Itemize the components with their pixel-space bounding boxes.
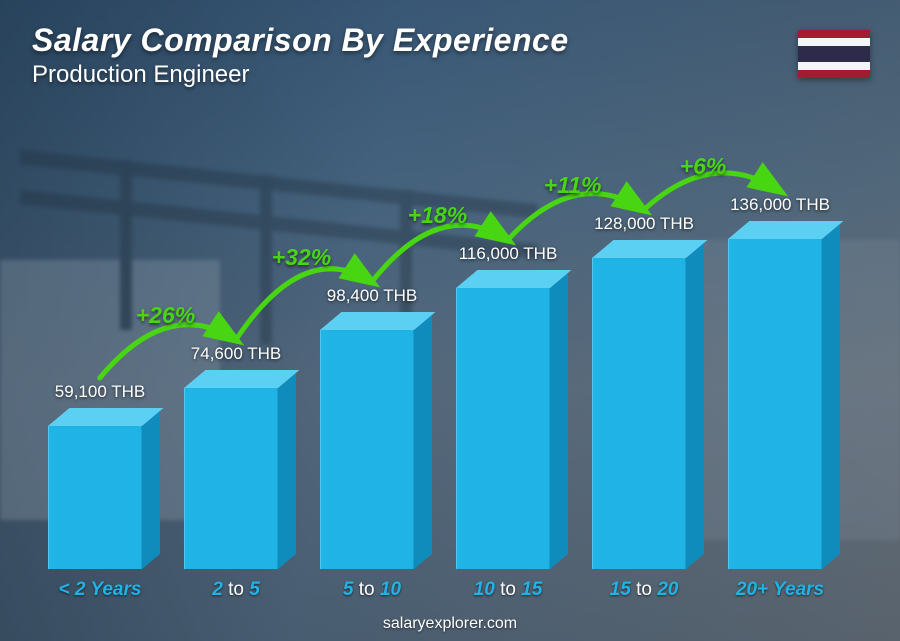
bar-side (822, 224, 840, 569)
growth-pct-label: +6% (680, 153, 727, 180)
bar-side (414, 315, 432, 569)
growth-pct-label: +18% (408, 202, 467, 229)
bar-front (48, 426, 142, 569)
bar (184, 388, 278, 569)
bar-front (184, 388, 278, 569)
bar-value-label: 128,000 THB (574, 214, 714, 234)
bar-side (142, 411, 160, 569)
growth-pct-label: +26% (136, 302, 195, 329)
bar-side (686, 243, 704, 569)
growth-pct-label: +32% (272, 244, 331, 271)
bar-front (456, 288, 550, 569)
bar-slot: 98,400 THB5 to 10 (302, 85, 438, 605)
bar-category-label: 2 to 5 (166, 579, 306, 601)
bar-value-label: 98,400 THB (302, 286, 442, 306)
bar-side (550, 273, 568, 569)
bar-category-label: 5 to 10 (302, 579, 442, 601)
bar-category-label: 20+ Years (710, 579, 850, 601)
bar-category-label: 15 to 20 (574, 579, 714, 601)
bar-front (728, 239, 822, 569)
bar-chart: 59,100 THB< 2 Years74,600 THB2 to 598,40… (30, 85, 850, 605)
bar-slot: 136,000 THB20+ Years (710, 85, 846, 605)
bar-value-label: 59,100 THB (30, 382, 170, 402)
bar (592, 258, 686, 569)
bar-category-label: 10 to 15 (438, 579, 578, 601)
bar-slot: 116,000 THB10 to 15 (438, 85, 574, 605)
bar (48, 426, 142, 569)
infographic-canvas: Salary Comparison By Experience Producti… (0, 0, 900, 641)
bar (456, 288, 550, 569)
chart-title: Salary Comparison By Experience (32, 22, 569, 59)
bar-category-label: < 2 Years (30, 579, 170, 601)
growth-pct-label: +11% (544, 172, 602, 199)
bar-slot: 74,600 THB2 to 5 (166, 85, 302, 605)
bar-slot: 59,100 THB< 2 Years (30, 85, 166, 605)
thailand-flag-icon (798, 30, 870, 78)
bar-value-label: 116,000 THB (438, 244, 578, 264)
bar (320, 330, 414, 569)
source-footer: salaryexplorer.com (0, 615, 900, 633)
bar-front (592, 258, 686, 569)
bar-front (320, 330, 414, 569)
title-block: Salary Comparison By Experience Producti… (32, 22, 569, 89)
bar-value-label: 74,600 THB (166, 344, 306, 364)
bar (728, 239, 822, 569)
bar-side (278, 373, 296, 569)
bar-value-label: 136,000 THB (710, 195, 850, 215)
